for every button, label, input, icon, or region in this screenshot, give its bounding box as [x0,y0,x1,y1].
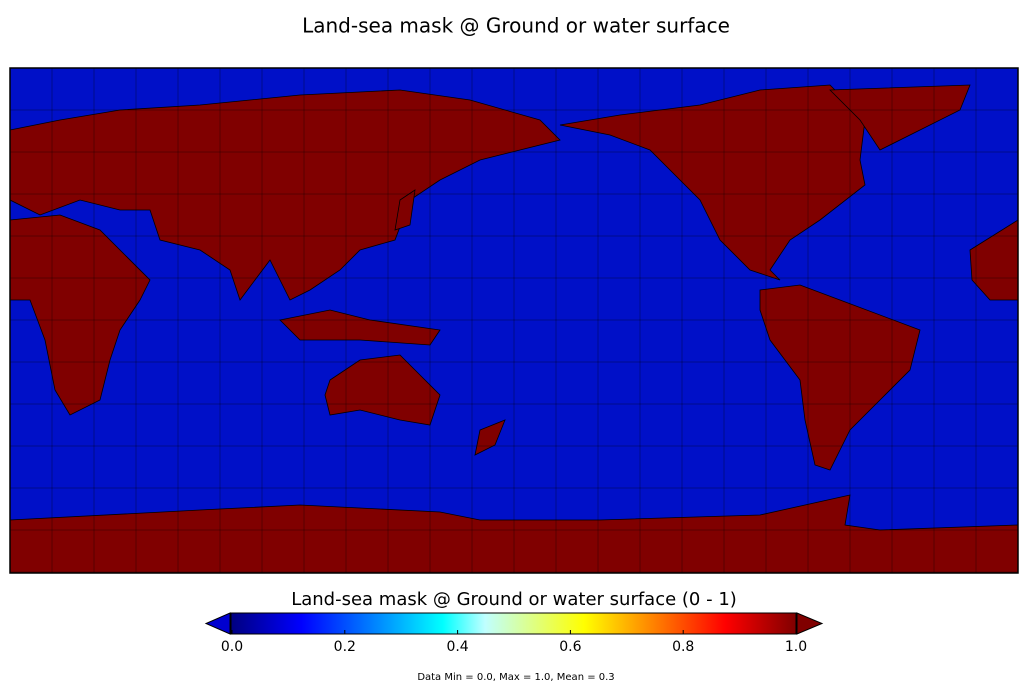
africa-west [969,219,1018,301]
colorbar-label: Land-sea mask @ Ground or water surface … [291,589,737,610]
north-america [559,84,866,281]
colorbar-over-arrow [796,612,824,635]
colorbar-tick-label: 0.6 [559,639,581,655]
colorbar-tick-label: 1.0 [785,639,807,655]
map [10,68,1018,573]
greenland [829,84,971,151]
colorbar-tick-label: 0.2 [334,639,356,655]
japan [394,189,416,231]
colorbar-under-arrow [204,612,231,635]
map-title: Land-sea mask @ Ground or water surface [302,14,730,38]
data-summary: Data Min = 0.0, Max = 1.0, Mean = 0.3 [417,672,614,683]
graticule [10,68,1018,573]
colorbar-tick-label: 0.8 [672,639,694,655]
map-frame [9,67,1019,574]
colorbar-tick-label: 0.4 [446,639,468,655]
colorbar-ticks: 0.0 0.2 0.4 0.6 0.8 1.0 [221,630,807,655]
south-america [759,284,921,471]
colorbar [230,612,797,635]
africa [10,214,151,416]
colorbar-tick-label: 0.0 [221,639,243,655]
eurasia [10,89,561,301]
maritime-asia [279,309,441,346]
